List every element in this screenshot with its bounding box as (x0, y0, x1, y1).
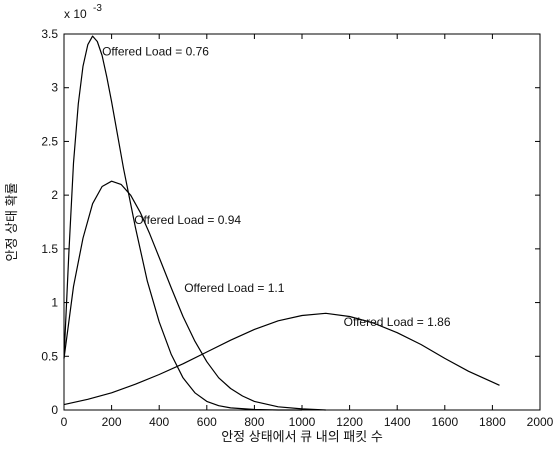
curve-1 (63, 35, 302, 411)
x-tick-label: 1800 (479, 415, 506, 429)
y-tick-label: 2.5 (41, 134, 58, 148)
y-axis-title: 안정 상태 확률 (4, 182, 19, 261)
curve-annotation: Offered Load = 1.86 (344, 315, 451, 329)
x-tick-label: 1200 (336, 415, 363, 429)
y-tick-label: 1.5 (41, 242, 58, 256)
y-tick-label: 2 (51, 188, 58, 202)
y-tick-label: 0 (51, 403, 58, 417)
x-tick-label: 800 (244, 415, 264, 429)
y-tick-label: 3 (51, 81, 58, 95)
x-tick-label: 600 (197, 415, 217, 429)
x-tick-label: 1400 (384, 415, 411, 429)
x-axis-ticks: 0 200 400 600 800 1000 1200 1400 1600 1800 2000 (61, 34, 554, 429)
x-tick-label: 2000 (527, 415, 554, 429)
y-exponent-prefix: x 10 (64, 7, 87, 21)
annotations-group: Offered Load = 0.76 Offered Load = 0.94 Of… (102, 44, 451, 329)
curve-annotation: Offered Load = 0.94 (134, 213, 241, 227)
x-tick-label: 200 (102, 415, 122, 429)
x-tick-label: 0 (61, 415, 68, 429)
x-axis-title: 안정 상태에서 큐 내의 패킷 수 (221, 429, 383, 444)
y-tick-label: 1 (51, 296, 58, 310)
y-tick-label: 3.5 (41, 27, 58, 41)
plot-area (64, 34, 540, 410)
x-tick-label: 1600 (431, 415, 458, 429)
x-tick-label: 1000 (289, 415, 316, 429)
x-tick-label: 400 (149, 415, 169, 429)
y-tick-label: 0.5 (41, 349, 58, 363)
y-axis-ticks: 0 0.5 1 1.5 2 2.5 3 3.5 (41, 27, 540, 417)
curve-annotation: Offered Load = 1.1 (184, 281, 285, 295)
curve-2 (63, 180, 326, 411)
curve-3 (63, 312, 500, 406)
y-exponent-power: -3 (93, 3, 102, 14)
curves-group (63, 35, 500, 411)
curve-annotation: Offered Load = 0.76 (102, 44, 209, 58)
